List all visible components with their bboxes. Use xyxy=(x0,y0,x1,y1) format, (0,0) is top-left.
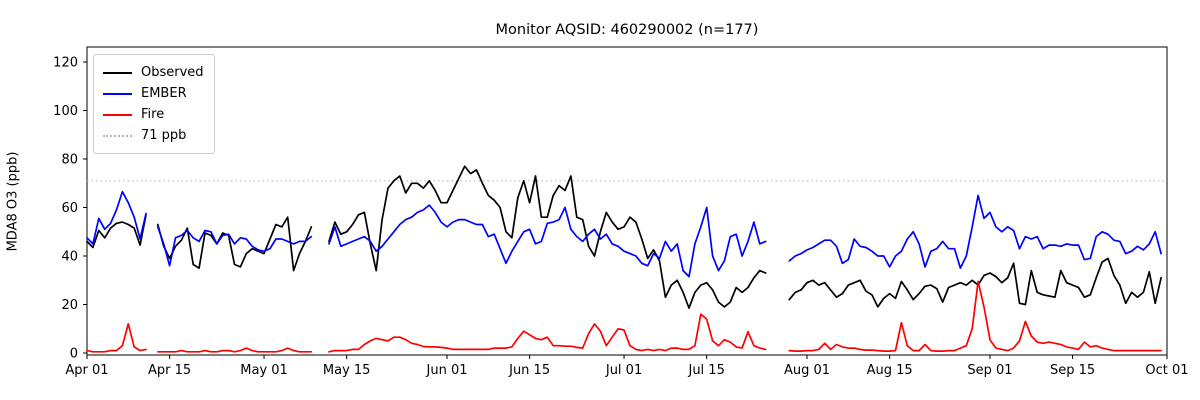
legend-label-ember: EMBER xyxy=(141,86,187,101)
x-tick-label: Aug 01 xyxy=(784,363,830,378)
x-tick-label: Jul 01 xyxy=(605,363,642,378)
legend-entry-fire: Fire xyxy=(103,104,204,125)
series-line-ember xyxy=(86,190,1162,278)
fire-line-swatch xyxy=(103,113,132,116)
x-tick-label: Jun 01 xyxy=(426,363,468,378)
chart-title: Monitor AQSID: 460290002 (n=177) xyxy=(495,22,759,38)
legend-entry-ember: EMBER xyxy=(103,83,204,104)
series-line-observed xyxy=(86,165,1162,309)
y-tick-label: 60 xyxy=(61,201,78,216)
legend-entry-observed: Observed xyxy=(103,62,204,83)
ember-line-swatch xyxy=(103,92,132,95)
x-tick-label: May 01 xyxy=(240,363,288,378)
legend-label-observed: Observed xyxy=(141,65,204,80)
y-tick-label: 20 xyxy=(61,298,78,313)
x-tick-label: Jul 15 xyxy=(687,363,724,378)
y-tick-label: 0 xyxy=(70,347,78,362)
y-tick-label: 40 xyxy=(61,250,78,265)
y-tick-label: 120 xyxy=(53,56,78,71)
plot-border xyxy=(86,46,1168,356)
x-tick-label: Sep 15 xyxy=(1050,363,1095,378)
y-tick-label: 100 xyxy=(53,104,78,119)
x-tick-label: Oct 01 xyxy=(1145,363,1188,378)
legend-entry-threshold: 71 ppb xyxy=(103,125,204,146)
x-tick-label: Jun 15 xyxy=(508,363,550,378)
y-tick-label: 80 xyxy=(61,153,78,168)
x-tick-label: Sep 01 xyxy=(967,363,1012,378)
threshold-line-swatch xyxy=(103,134,132,137)
legend-label-fire: Fire xyxy=(141,107,165,122)
x-tick-label: Apr 15 xyxy=(148,363,191,378)
series-line-fire xyxy=(86,280,1162,353)
legend: Observed EMBER Fire 71 ppb xyxy=(93,54,215,154)
x-tick-label: May 15 xyxy=(323,363,371,378)
y-axis-label: MDA8 O3 (ppb) xyxy=(5,151,21,252)
x-tick-label: Apr 01 xyxy=(65,363,108,378)
observed-line-swatch xyxy=(103,71,132,74)
x-tick-label: Aug 15 xyxy=(867,363,913,378)
legend-label-threshold: 71 ppb xyxy=(141,128,187,143)
